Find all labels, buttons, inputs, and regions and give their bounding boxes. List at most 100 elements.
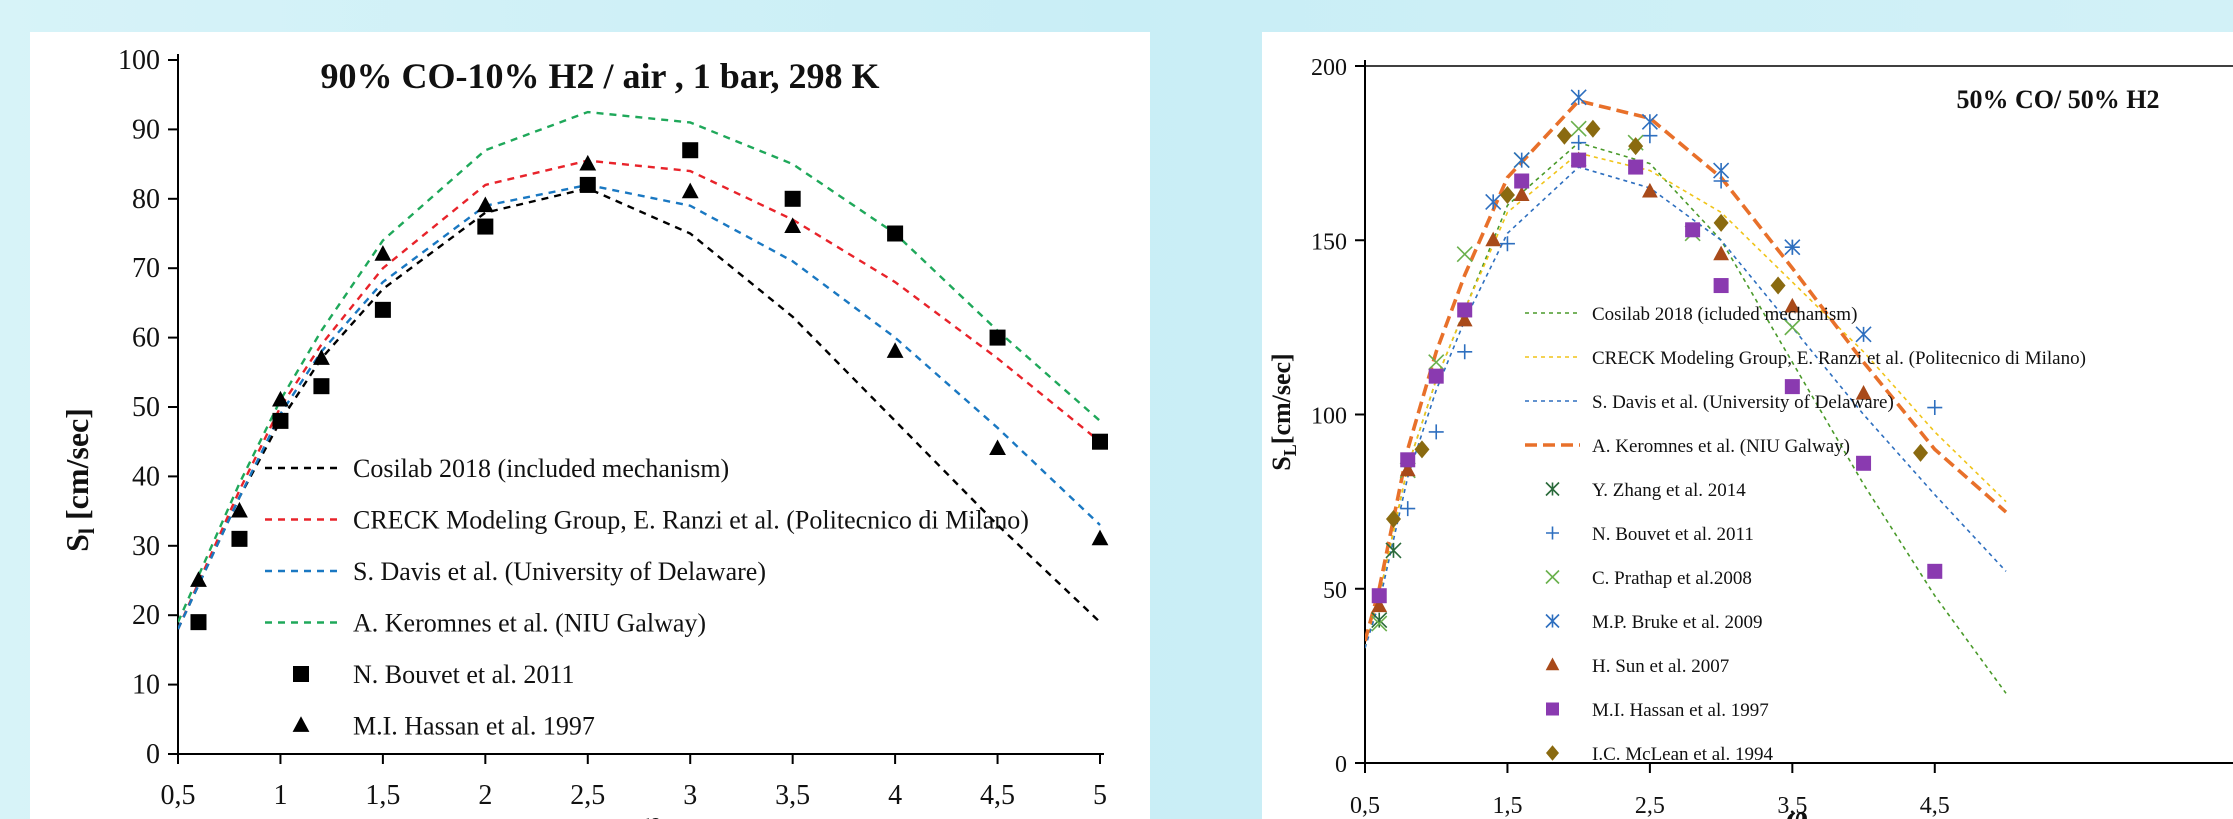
chart2-legend-swatch (1546, 702, 1559, 716)
chart2-point-s7 (1513, 152, 1530, 169)
chart1-point-s5 (579, 154, 597, 171)
chart1-title: 90% CO-10% H2 / air , 1 bar, 298 K (320, 56, 879, 96)
chart2-point-s8 (1485, 231, 1502, 247)
chart1-xtick-label: 3,5 (775, 780, 810, 811)
chart2-legend-label: C. Prathap et al.2008 (1592, 568, 1752, 589)
chart1-ytick-label: 10 (132, 670, 160, 701)
chart2-point-s4 (1371, 612, 1388, 629)
chart1-point-s5 (989, 439, 1006, 456)
chart2-point-s9 (1428, 368, 1444, 384)
chart1-point-s5 (886, 342, 904, 358)
chart2: 50% CO/ 50% H2 SL[cm/sec] φ 0 50 100 150 200… (1267, 55, 2233, 819)
chart2-point-s10 (1713, 213, 1729, 232)
chart2-point-s10 (1628, 137, 1644, 156)
chart2-ytick-label: 0 (1335, 752, 1347, 778)
chart2-ytick-label: 50 (1323, 578, 1347, 604)
chart1-ytick-label: 0 (146, 739, 160, 770)
chart1-point-s4 (190, 614, 207, 631)
chart2-point-s8 (1855, 384, 1872, 400)
chart2-point-s8 (1456, 311, 1473, 327)
chart1-point-s5 (681, 182, 699, 199)
chart1-point-s4 (579, 176, 596, 193)
chart2-point-s8 (1713, 245, 1729, 261)
chart1-ytick-label: 100 (118, 45, 160, 76)
chart2-point-s9 (1371, 588, 1387, 604)
chart1-xtick-label: 4,5 (980, 780, 1015, 811)
chart1-xlabel: φ (640, 803, 662, 819)
chart1-ytick-label: 90 (132, 114, 160, 145)
chart2-point-s9 (1784, 379, 1800, 395)
chart1-series-line-1 (178, 159, 1101, 630)
chart1-point-s5 (374, 245, 392, 261)
chart1-ylabel: Sl [cm/sec] (59, 408, 99, 552)
chart2-xtick-label: 1,5 (1492, 793, 1522, 819)
chart1-legend-swatch (293, 666, 309, 682)
chart1-legend-label: S. Davis et al. (University of Delaware) (353, 557, 766, 586)
chart1-xtick-label: 2 (478, 780, 492, 811)
chart2-point-s9 (1571, 152, 1587, 168)
chart2-point-s7 (1713, 162, 1730, 179)
chart2-xlabel: φ (1786, 797, 1808, 819)
chart1-point-s4 (887, 225, 904, 242)
chart2-point-s5 (1499, 236, 1515, 252)
chart2-legend-label: Cosilab 2018 (icluded mechanism) (1592, 304, 1857, 325)
chart1-point-s5 (190, 571, 207, 587)
chart2-point-s10 (1414, 440, 1430, 459)
chart2-point-s8 (1513, 186, 1530, 201)
chart2-ylabel: SL[cm/sec] (1267, 353, 1300, 470)
chart1-legend-label: M.I. Hassan et al. 1997 (353, 712, 595, 741)
chart1-xtick-label: 1,5 (365, 780, 400, 811)
chart2-legend-label: H. Sun et al. 2007 (1592, 656, 1729, 677)
chart2-point-s5 (1642, 128, 1658, 144)
chart2-ytick-label: 100 (1311, 404, 1347, 430)
chart1-xtick-label: 2,5 (570, 780, 605, 811)
chart2-ytick-label: 200 (1311, 55, 1347, 81)
chart2-point-s6 (1428, 354, 1445, 371)
chart1-point-s5 (231, 501, 248, 518)
chart2-point-s9 (1713, 278, 1729, 294)
chart2-point-s8 (1371, 597, 1388, 613)
chart1-ytick-label: 30 (132, 531, 160, 562)
chart2-legend: Cosilab 2018 (icluded mechanism) CRECK Mo… (1525, 304, 2086, 765)
chart2-point-s5 (1457, 344, 1473, 360)
chart2-point-s5 (1428, 424, 1444, 440)
chart2-legend-label: N. Bouvet et al. 2011 (1592, 524, 1754, 545)
chart1-xtick-label: 4 (888, 780, 902, 811)
chart2-point-s9 (1685, 222, 1701, 238)
chart2-point-s7 (1570, 89, 1587, 106)
chart1-panel (30, 32, 1150, 819)
chart2-legend-label: M.I. Hassan et al. 1997 (1592, 700, 1769, 721)
chart2-point-s9 (1927, 563, 1943, 579)
chart2-point-s7 (1485, 193, 1502, 210)
chart1-point-s5 (784, 217, 802, 233)
chart2-point-s7 (1784, 239, 1801, 256)
chart2-point-s4 (1385, 542, 1402, 559)
chart1-plot-area (178, 110, 1109, 631)
chart1-point-s4 (313, 378, 330, 395)
chart1-xtick-label: 1 (273, 780, 287, 811)
chart2-point-s7 (1641, 113, 1658, 130)
chart1-legend-swatch (292, 716, 310, 732)
chart1-legend-label: N. Bouvet et al. 2011 (353, 660, 574, 689)
chart1-point-s4 (989, 329, 1006, 346)
chart1-point-s4 (272, 412, 289, 429)
chart2-point-s5 (1571, 135, 1587, 151)
chart1-point-s5 (476, 196, 494, 213)
chart2-legend-label: I.C. McLean et al. 1994 (1592, 744, 1773, 765)
chart1-ytick-label: 80 (132, 184, 160, 215)
chart1-point-s4 (784, 190, 801, 207)
chart2-plot-area (1365, 89, 2008, 694)
chart2-point-s10 (1385, 510, 1401, 529)
chart2-legend-label: S. Davis et al. (University of Delaware) (1592, 392, 1894, 413)
chart2-legend-swatch (1545, 613, 1560, 629)
chart1-point-s4 (477, 218, 494, 235)
chart2-legend-swatch (1545, 481, 1560, 497)
chart2-point-s6 (1371, 615, 1388, 632)
chart2-series-line-3 (1365, 98, 2008, 642)
chart2-point-s10 (1770, 276, 1786, 295)
chart2-point-s5 (1400, 501, 1416, 517)
chart2-legend-swatch (1545, 657, 1560, 671)
chart1-point-s5 (272, 390, 289, 407)
chart1-series-line-0 (178, 187, 1101, 630)
